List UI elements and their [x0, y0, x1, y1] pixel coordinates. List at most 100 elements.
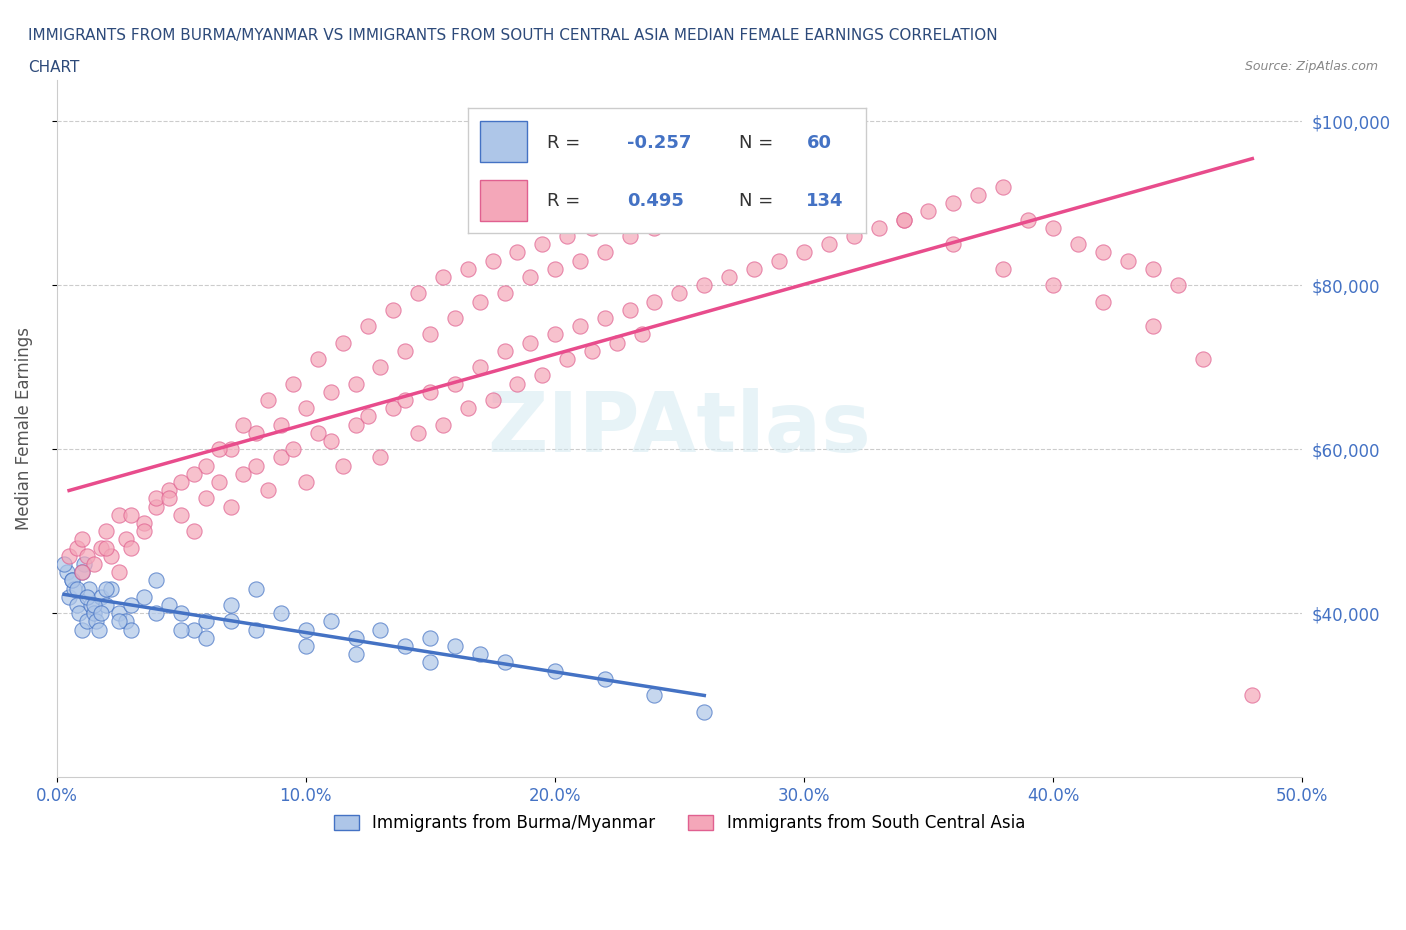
Point: [793, 245, 815, 259]
Point: [90, 590, 112, 604]
Text: Source: ZipAtlas.com: Source: ZipAtlas.com: [1244, 60, 1378, 73]
Point: [868, 220, 890, 235]
Point: [195, 631, 218, 645]
Point: [494, 286, 516, 300]
Point: [294, 622, 316, 637]
Point: [60, 573, 83, 588]
Point: [157, 598, 180, 613]
Point: [344, 631, 367, 645]
Point: [195, 458, 218, 473]
Point: [270, 450, 292, 465]
Point: [742, 261, 765, 276]
Point: [60, 573, 83, 588]
Point: [90, 605, 112, 620]
Point: [606, 212, 628, 227]
Point: [432, 270, 454, 285]
Point: [70, 532, 93, 547]
Point: [394, 343, 416, 358]
Point: [76, 590, 98, 604]
Point: [1017, 212, 1039, 227]
Point: [718, 270, 741, 285]
Point: [468, 294, 491, 309]
Point: [207, 442, 229, 457]
Legend: Immigrants from Burma/Myanmar, Immigrants from South Central Asia: Immigrants from Burma/Myanmar, Immigrant…: [328, 807, 1032, 839]
Point: [457, 401, 479, 416]
Point: [115, 532, 138, 547]
Point: [917, 204, 939, 219]
Point: [432, 418, 454, 432]
Text: ZIPAtlas: ZIPAtlas: [488, 388, 872, 470]
Point: [96, 540, 118, 555]
Point: [207, 474, 229, 489]
Point: [893, 212, 915, 227]
Point: [357, 319, 380, 334]
Point: [294, 474, 316, 489]
Point: [270, 605, 292, 620]
Point: [90, 540, 112, 555]
Point: [842, 229, 865, 244]
Point: [370, 450, 392, 465]
Point: [245, 425, 267, 440]
Point: [132, 590, 155, 604]
Point: [1042, 278, 1064, 293]
Point: [693, 704, 716, 719]
Point: [245, 458, 267, 473]
Point: [145, 499, 167, 514]
Point: [506, 376, 529, 391]
Point: [631, 327, 654, 342]
Y-axis label: Median Female Earnings: Median Female Earnings: [15, 327, 32, 530]
Point: [73, 557, 96, 572]
Point: [294, 639, 316, 654]
Point: [1167, 278, 1189, 293]
Point: [183, 524, 205, 538]
Point: [319, 384, 342, 399]
Point: [58, 549, 80, 564]
Point: [668, 212, 690, 227]
Point: [506, 245, 529, 259]
Point: [568, 319, 591, 334]
Point: [232, 418, 254, 432]
Point: [531, 237, 554, 252]
Point: [942, 195, 965, 210]
Point: [593, 311, 616, 325]
Point: [519, 270, 541, 285]
Point: [80, 598, 103, 613]
Point: [768, 253, 790, 268]
Point: [444, 311, 467, 325]
Point: [993, 261, 1015, 276]
Point: [381, 401, 404, 416]
Point: [70, 565, 93, 579]
Point: [481, 253, 503, 268]
Point: [419, 655, 441, 670]
Point: [100, 549, 122, 564]
Point: [419, 631, 441, 645]
Point: [70, 565, 93, 579]
Point: [67, 605, 90, 620]
Point: [344, 418, 367, 432]
Point: [394, 392, 416, 407]
Point: [593, 671, 616, 686]
Point: [643, 688, 665, 703]
Point: [593, 245, 616, 259]
Point: [1116, 253, 1139, 268]
Point: [76, 614, 98, 629]
Point: [132, 524, 155, 538]
Point: [294, 401, 316, 416]
Point: [307, 352, 329, 366]
Point: [357, 409, 380, 424]
Point: [606, 335, 628, 350]
Point: [120, 598, 142, 613]
Point: [344, 647, 367, 662]
Point: [555, 229, 578, 244]
Point: [232, 466, 254, 481]
Point: [157, 483, 180, 498]
Point: [115, 614, 138, 629]
Point: [65, 581, 87, 596]
Point: [468, 647, 491, 662]
Point: [270, 418, 292, 432]
Point: [70, 622, 93, 637]
Point: [120, 540, 142, 555]
Point: [183, 622, 205, 637]
Point: [544, 663, 567, 678]
Point: [108, 614, 131, 629]
